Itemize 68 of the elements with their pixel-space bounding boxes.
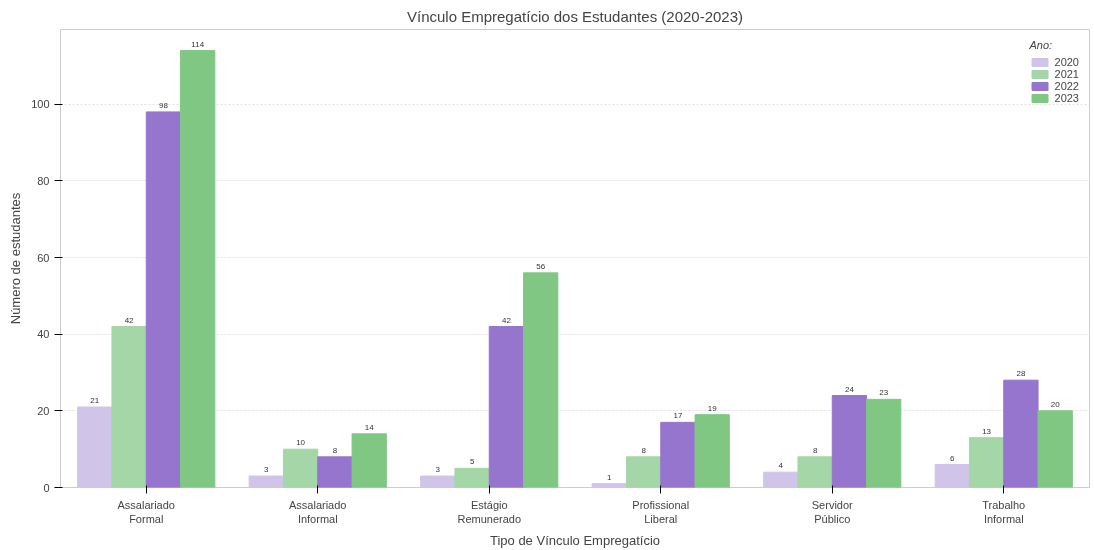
chart-title: Vínculo Empregatício dos Estudantes (2020-2023) (406, 7, 744, 25)
data-label: 8 (332, 445, 338, 455)
bar (763, 471, 799, 488)
data-label: 13 (982, 426, 992, 436)
data-label: 23 (879, 388, 889, 398)
bar (111, 326, 147, 488)
data-label: 8 (641, 445, 647, 455)
data-label: 114 (191, 39, 205, 49)
data-label: 3 (264, 465, 270, 474)
data-label: 21 (90, 396, 100, 406)
bar (420, 475, 456, 488)
y-tick-label: 100 (31, 98, 50, 111)
legend-label: 2022 (1054, 80, 1079, 92)
bar (282, 448, 319, 488)
x-tick-label: Estágio Remunerado (457, 498, 522, 525)
bar (351, 433, 387, 488)
data-label: 8 (812, 445, 818, 455)
y-tick-label: 0 (43, 481, 50, 494)
data-label: 10 (296, 438, 306, 448)
data-label: 56 (536, 261, 546, 271)
data-label: 14 (364, 422, 375, 432)
bar (866, 398, 902, 488)
bar (625, 456, 662, 488)
bar (488, 326, 525, 488)
data-label: 5 (469, 457, 475, 467)
data-label: 20 (1050, 399, 1061, 409)
bar (454, 467, 490, 488)
bar (145, 111, 182, 488)
y-tick-label: 20 (37, 404, 50, 417)
data-label: 19 (707, 403, 718, 413)
bar (248, 475, 284, 488)
bar (317, 456, 353, 488)
bar (1037, 410, 1073, 488)
y-tick-label: 60 (37, 251, 50, 264)
data-label: 98 (158, 100, 169, 110)
bar (797, 456, 833, 488)
legend-title: Ano: (1029, 39, 1054, 51)
bar (523, 272, 559, 488)
data-label: 24 (844, 384, 855, 394)
bar (180, 50, 216, 488)
bar (1003, 379, 1039, 488)
legend-label: 2023 (1054, 92, 1079, 104)
data-label: 42 (124, 315, 135, 325)
bar (934, 464, 970, 488)
x-tick-label: Servidor Público (811, 498, 854, 525)
legend-label: 2021 (1054, 68, 1079, 80)
x-tick-label: Assalariado Formal (117, 498, 175, 525)
data-label: 4 (778, 461, 784, 471)
data-label: 42 (501, 315, 512, 325)
y-tick-label: 80 (37, 174, 50, 187)
data-label: 1 (607, 472, 613, 482)
bar (831, 395, 868, 488)
bar (77, 406, 113, 488)
data-label: 28 (1016, 369, 1026, 379)
data-label: 3 (435, 465, 441, 474)
x-tick-label: Assalariado Informal (289, 498, 347, 525)
bar (660, 421, 696, 488)
legend-label: 2020 (1054, 56, 1079, 68)
bar (968, 437, 1005, 488)
y-axis-title: Número de estudantes (8, 192, 24, 325)
data-label: 6 (950, 453, 956, 463)
x-tick-label: Trabalho Informal (982, 498, 1026, 525)
y-tick-label: 40 (37, 328, 50, 341)
x-tick-label: Profissional Liberal (632, 498, 690, 525)
data-label: 17 (673, 411, 683, 421)
bar (591, 483, 627, 488)
bar (694, 414, 730, 488)
x-axis-title: Tipo de Vínculo Empregatício (489, 532, 661, 548)
